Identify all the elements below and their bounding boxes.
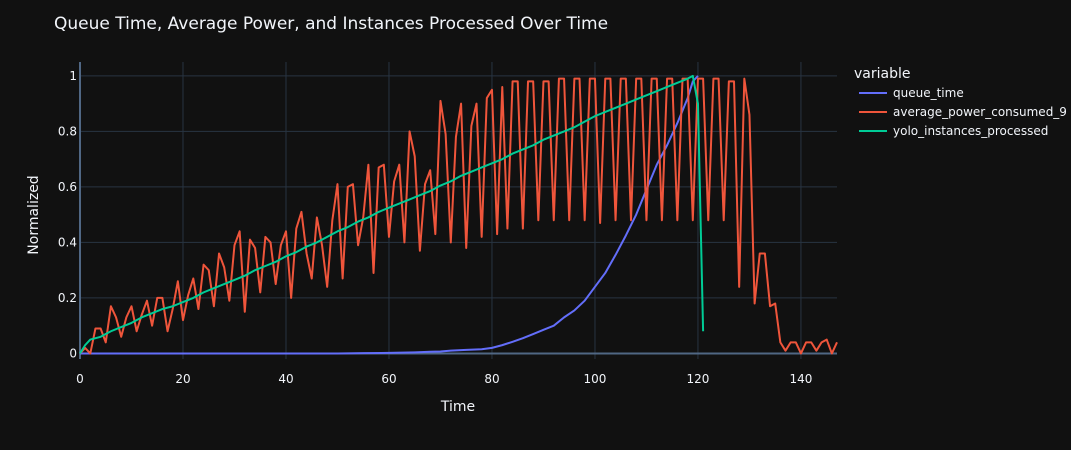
x-tick-label: 0 [76, 372, 84, 386]
x-tick-label: 20 [175, 372, 190, 386]
legend-item-average-power-consumed-9[interactable]: average_power_consumed_9 [859, 105, 1067, 119]
series-line-yolo-instances-processed[interactable] [79, 74, 705, 354]
legend-item-queue-time[interactable]: queue_time [859, 86, 964, 100]
y-tick-label: 0.8 [58, 124, 77, 138]
y-tick-label: 0 [69, 346, 77, 360]
legend[interactable]: variable queue_time average_power_consume… [854, 66, 1067, 138]
y-tick-label: 0.6 [58, 180, 77, 194]
x-tick-label: 80 [484, 372, 499, 386]
series-layer [79, 74, 838, 355]
x-tick-label: 100 [584, 372, 607, 386]
legend-title: variable [854, 66, 910, 82]
x-tick-label: 120 [687, 372, 710, 386]
legend-item-yolo-instances-processed[interactable]: yolo_instances_processed [859, 124, 1048, 138]
legend-items[interactable]: queue_time average_power_consumed_9 yolo_i… [859, 86, 1067, 138]
x-tick-label: 60 [381, 372, 396, 386]
legend-label: average_power_consumed_9 [893, 105, 1067, 119]
x-axis-title: Time [440, 399, 475, 415]
legend-label: yolo_instances_processed [893, 124, 1048, 138]
x-tick-label: 140 [789, 372, 812, 386]
y-tick-label: 1 [69, 69, 77, 83]
y-axis-title: Normalized [26, 175, 42, 254]
x-tick-label: 40 [278, 372, 293, 386]
legend-label: queue_time [893, 86, 964, 100]
chart-title: Queue Time, Average Power, and Instances… [54, 14, 608, 34]
series-line-average-power-consumed-9[interactable] [79, 77, 838, 355]
y-tick-label: 0.4 [58, 235, 77, 249]
tick-layer: 0 20 40 60 80 100 120 140 0 0.2 0.4 0.6 0.8 1 [58, 69, 812, 386]
y-tick-label: 0.2 [58, 291, 77, 305]
